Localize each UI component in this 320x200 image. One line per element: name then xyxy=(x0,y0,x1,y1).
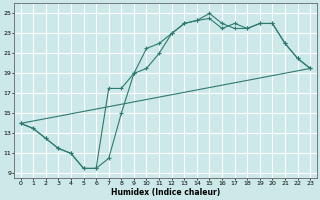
X-axis label: Humidex (Indice chaleur): Humidex (Indice chaleur) xyxy=(111,188,220,197)
